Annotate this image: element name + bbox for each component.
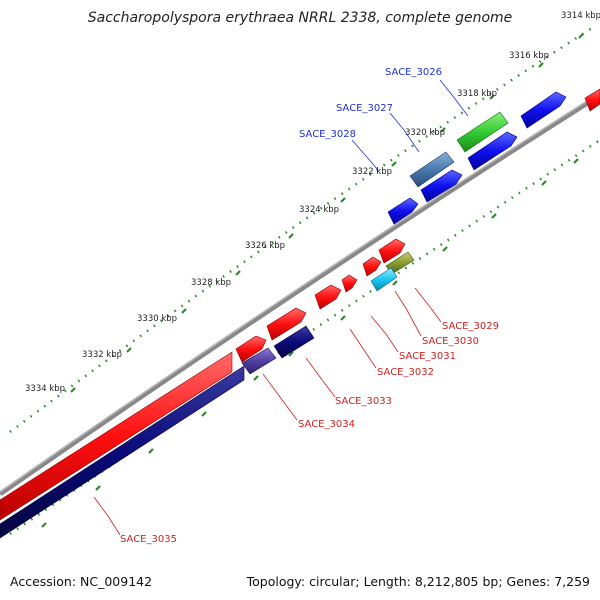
genome-backbone [0, 92, 600, 497]
gene-label-SACE_3034[interactable]: SACE_3034 [298, 419, 355, 430]
tick-label-3326: 3326 kbp [245, 241, 285, 251]
tick-label-3328: 3328 kbp [191, 278, 231, 288]
gene-labels: SACE_3026 SACE_3027 SACE_3028 SACE_3029 … [120, 67, 499, 545]
tick-label-3332: 3332 kbp [82, 350, 122, 360]
gene-arrow-blue-4 [520, 91, 567, 129]
gene-arrow-SACE_3032 [266, 307, 307, 341]
gene-block-SACE_3034 [0, 365, 245, 539]
outer-tick-track [9, 26, 593, 434]
gene-arrow-red-top [378, 238, 406, 264]
tick-label-3320: 3320 kbp [405, 128, 445, 138]
gene-block-navy [273, 325, 315, 359]
accession-text: Accession: NC_009142 [10, 574, 153, 589]
forward-genes [235, 88, 600, 363]
gene-arrow-red-edge [584, 88, 600, 112]
gene-block-SACE_3026 [456, 111, 509, 153]
gene-arrow-SACE_3028-blue [387, 197, 419, 225]
gene-label-SACE_3032[interactable]: SACE_3032 [377, 367, 434, 378]
tick-label-3314: 3314 kbp [561, 11, 600, 21]
gene-arrow-blue-2 [420, 169, 463, 203]
gene-label-SACE_3030[interactable]: SACE_3030 [422, 336, 479, 347]
gene-label-SACE_3027[interactable]: SACE_3027 [336, 103, 393, 114]
tick-label-3318: 3318 kbp [457, 89, 497, 99]
outer-major-ticks [70, 33, 584, 393]
gene-label-SACE_3031[interactable]: SACE_3031 [399, 351, 456, 362]
gene-arrow-SACE_3030-red [341, 274, 358, 293]
tick-label-3316: 3316 kbp [509, 51, 549, 61]
gene-label-SACE_3028[interactable]: SACE_3028 [299, 129, 356, 140]
reverse-genes [387, 91, 567, 225]
genome-summary-text: Topology: circular; Length: 8,212,805 bp… [246, 574, 590, 589]
gene-block-SACE_3035 [0, 351, 233, 521]
callout-lines-blue [351, 79, 469, 171]
gene-arrow-SACE_3029-red [362, 256, 382, 277]
tick-labels: 3314 kbp 3316 kbp 3318 kbp 3320 kbp 3322… [25, 11, 600, 394]
gene-block-SACE_3030 [370, 267, 398, 292]
gene-block-purple [241, 347, 277, 375]
gene-arrow-SACE_3031 [314, 284, 342, 310]
gene-block-SACE_3027 [409, 151, 455, 188]
gene-label-SACE_3035[interactable]: SACE_3035 [120, 534, 177, 545]
genome-title: Saccharopolyspora erythraea NRRL 2338, c… [87, 10, 513, 26]
gene-arrow-blue-3 [467, 131, 518, 171]
gene-label-SACE_3033[interactable]: SACE_3033 [335, 396, 392, 407]
gene-label-SACE_3029[interactable]: SACE_3029 [442, 321, 499, 332]
tick-label-3322: 3322 kbp [352, 167, 392, 177]
tick-label-3334: 3334 kbp [25, 384, 65, 394]
tick-label-3324: 3324 kbp [299, 205, 339, 215]
callout-lines-red [93, 287, 442, 536]
inner-major-ticks [41, 158, 579, 528]
gene-arrow-SACE_3033 [235, 335, 267, 363]
tick-label-3330: 3330 kbp [137, 314, 177, 324]
gene-label-SACE_3026[interactable]: SACE_3026 [385, 67, 442, 78]
